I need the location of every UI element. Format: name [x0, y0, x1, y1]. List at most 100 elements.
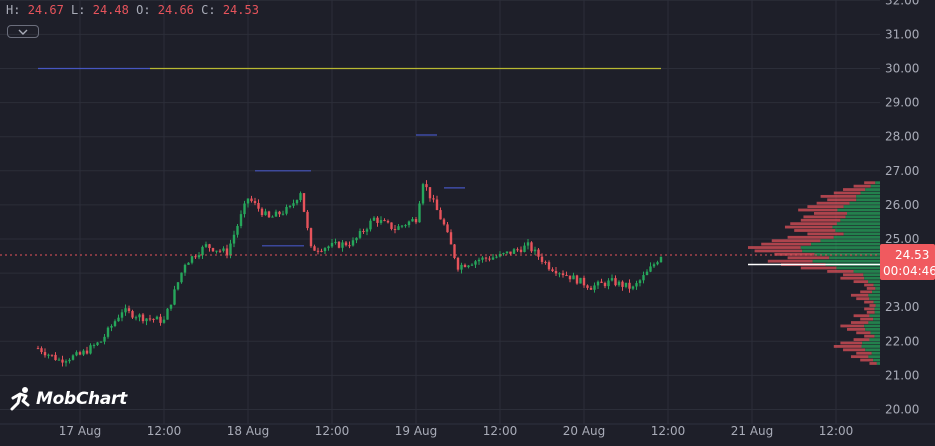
candle-up: [477, 259, 481, 262]
candle-down: [628, 282, 631, 289]
volume-bar-buy: [865, 348, 880, 352]
volume-bar-buy: [868, 355, 880, 359]
candle-up: [274, 211, 278, 217]
candle-up: [173, 289, 176, 305]
volume-bar-buy: [847, 212, 880, 215]
candle-down: [260, 208, 264, 216]
volume-bar-buy: [853, 269, 880, 273]
candle-up: [624, 282, 628, 287]
candle-down: [383, 220, 386, 222]
volume-bar-buy: [837, 208, 880, 212]
volume-bar-sell: [864, 300, 874, 304]
volume-bar-sell: [833, 345, 862, 348]
time-tick-label: 12:00: [147, 424, 182, 438]
candle-down: [442, 219, 446, 225]
candle-up: [533, 249, 537, 252]
volume-bar-buy: [870, 331, 880, 335]
candle-up: [197, 255, 201, 258]
candle-down: [306, 211, 309, 229]
time-tick-label: 12:00: [315, 424, 350, 438]
price-tick-label: 30.00: [885, 62, 919, 76]
candle-up: [656, 262, 659, 265]
candle-up: [124, 308, 127, 313]
candle-up: [145, 318, 148, 322]
candle-down: [463, 264, 467, 268]
candle-down: [194, 256, 197, 258]
candle-down: [316, 250, 320, 252]
candle-up: [285, 206, 288, 214]
close-value: 24.53: [222, 3, 259, 17]
candle-down: [575, 275, 579, 284]
candle-down: [40, 348, 43, 353]
candle-down: [302, 193, 306, 212]
volume-bar-sell: [748, 246, 801, 249]
price-tick-label: 20.00: [885, 403, 919, 417]
candle-up: [512, 249, 516, 254]
candle-down: [589, 287, 593, 290]
volume-bar-buy: [863, 273, 880, 277]
volume-bar-buy: [874, 307, 880, 311]
volume-bar-buy: [875, 304, 880, 307]
candle-down: [278, 211, 281, 215]
time-axis[interactable]: 17 Aug 12:00 18 Aug 12:00 19 Aug 12:00 20 Aug 1…: [59, 424, 854, 438]
volume-bar-sell: [847, 327, 866, 331]
candle-up: [467, 265, 470, 268]
volume-bar-buy: [871, 351, 880, 355]
candle-down: [159, 316, 162, 323]
candle-down: [614, 278, 617, 286]
candle-down: [509, 251, 512, 254]
candle-down: [43, 352, 47, 356]
candle-up: [652, 264, 656, 267]
collapse-legend-button[interactable]: [7, 25, 39, 38]
volume-bar-buy: [873, 283, 880, 287]
candle-up: [236, 225, 239, 235]
volume-bar-buy: [856, 198, 880, 202]
candle-up: [631, 286, 635, 289]
candle-up: [610, 278, 614, 281]
volume-bar-sell: [869, 362, 877, 365]
candle-down: [225, 248, 229, 256]
volume-bar-buy: [814, 252, 880, 256]
volume-bar-sell: [856, 351, 872, 355]
price-tag-value: 24.53: [895, 248, 929, 262]
time-tick-label: 12:00: [819, 424, 854, 438]
candle-up: [117, 317, 120, 322]
candle-down: [208, 244, 211, 249]
volume-bar-sell: [800, 266, 837, 270]
price-tick-label: 29.00: [885, 96, 919, 110]
candle-up: [481, 257, 484, 260]
candle-down: [586, 285, 589, 288]
candle-up: [295, 200, 299, 204]
volume-bar-sell: [866, 287, 876, 290]
candle-up: [57, 359, 61, 361]
candle-up: [379, 220, 383, 223]
volume-bar-sell: [853, 314, 870, 318]
candle-down: [540, 256, 544, 262]
volume-bar-sell: [827, 269, 854, 273]
candle-up: [71, 355, 75, 360]
candle-down: [267, 211, 271, 218]
candle-up: [239, 214, 243, 226]
candle-down: [344, 242, 348, 246]
volume-bar-sell: [807, 205, 844, 209]
candle-up: [264, 211, 267, 216]
chevron-down-icon: [18, 29, 28, 35]
candle-up: [232, 234, 236, 244]
price-axis[interactable]: 20.0021.0022.0023.0024.0025.0026.0027.00…: [885, 0, 919, 417]
candle-up: [187, 262, 190, 265]
ohlc-legend: H: 24.67 L: 24.48 O: 24.66 C: 24.53: [6, 3, 259, 17]
volume-bar-buy: [873, 358, 880, 362]
candle-down: [551, 269, 554, 272]
candle-up: [365, 229, 369, 232]
candle-up: [103, 336, 106, 342]
candle-down: [250, 198, 253, 202]
candle-up: [288, 205, 292, 207]
candle-up: [418, 203, 421, 223]
candle-up: [645, 271, 649, 276]
price-tick-label: 23.00: [885, 300, 919, 314]
candle-down: [50, 354, 54, 356]
volume-bar-buy: [868, 293, 880, 297]
candle-down: [414, 219, 418, 223]
candle-up: [68, 359, 71, 362]
